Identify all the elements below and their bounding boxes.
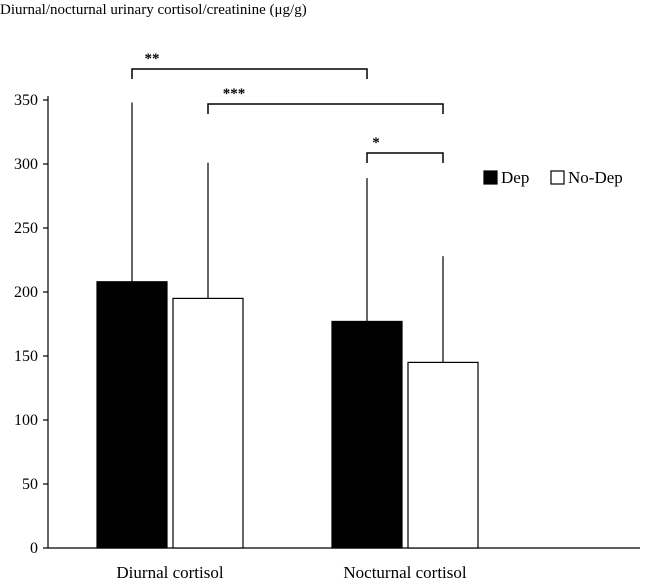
x-category-label: Diurnal cortisol xyxy=(116,563,223,582)
y-tick-label: 350 xyxy=(14,92,38,109)
legend-swatch-no-dep xyxy=(550,170,565,185)
bar-dep-2 xyxy=(331,320,403,549)
significance-bracket xyxy=(207,103,444,114)
legend-swatch-dep xyxy=(483,170,498,185)
y-tick-label: 250 xyxy=(14,220,38,237)
significance-label: * xyxy=(372,135,380,151)
bar-dep-1 xyxy=(96,281,168,549)
significance-bracket xyxy=(366,152,444,163)
chart-title: Diurnal/nocturnal urinary cortisol/creat… xyxy=(0,2,307,18)
significance-label: ** xyxy=(145,51,160,67)
y-tick-label: 300 xyxy=(14,156,38,173)
y-tick-label: 150 xyxy=(14,348,38,365)
legend-label-dep: Dep xyxy=(501,168,529,187)
bar-no-dep-1 xyxy=(172,297,244,549)
y-tick-label: 50 xyxy=(22,476,38,493)
x-category-label: Nocturnal cortisol xyxy=(343,563,466,582)
legend-label-no-dep: No-Dep xyxy=(568,168,623,187)
y-tick-label: 200 xyxy=(14,284,38,301)
y-tick-label: 0 xyxy=(30,540,38,557)
significance-label: *** xyxy=(223,86,246,102)
bar-no-dep-2 xyxy=(407,361,479,549)
y-tick-label: 100 xyxy=(14,412,38,429)
significance-bracket xyxy=(131,68,368,79)
